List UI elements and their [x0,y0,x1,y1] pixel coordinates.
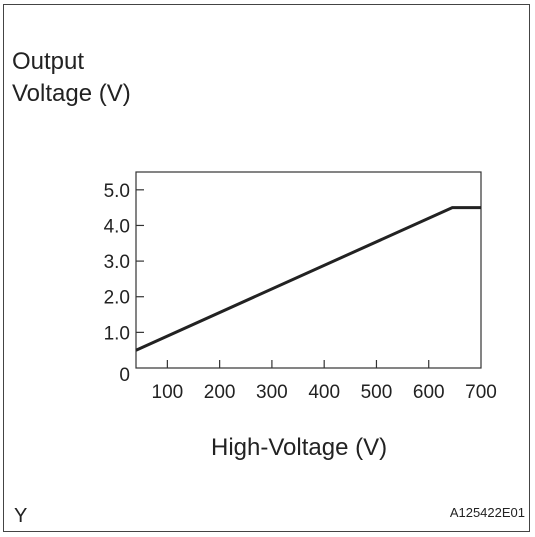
x-tick-label: 100 [152,382,184,403]
y-tick-label: 3.0 [104,252,130,273]
series-line [135,206,481,352]
y-axis-label-line2: Voltage (V) [12,80,131,107]
x-tick-label: 500 [361,382,393,403]
x-tick-label: 600 [413,382,445,403]
y-tick-label: 0 [119,365,130,386]
y-tick-label: 1.0 [104,323,130,344]
x-tick-label: 200 [204,382,236,403]
y-tick-label: 5.0 [104,181,130,202]
y-tick-label: 2.0 [104,288,130,309]
figure-code: A125422E01 [449,505,525,520]
figure-marker-left: Y [14,505,28,527]
x-tick-label: 400 [308,382,340,403]
y-tick-label: 4.0 [104,216,130,237]
x-tick-label: 300 [256,382,288,403]
x-tick-label: 700 [465,382,497,403]
y-axis-label-line1: Output [12,48,85,75]
x-axis-label: High-Voltage (V) [211,434,388,461]
figure-frame [3,4,530,532]
y-axis-label: Output Voltage (V) [12,46,131,110]
plot-area-border [135,171,482,369]
